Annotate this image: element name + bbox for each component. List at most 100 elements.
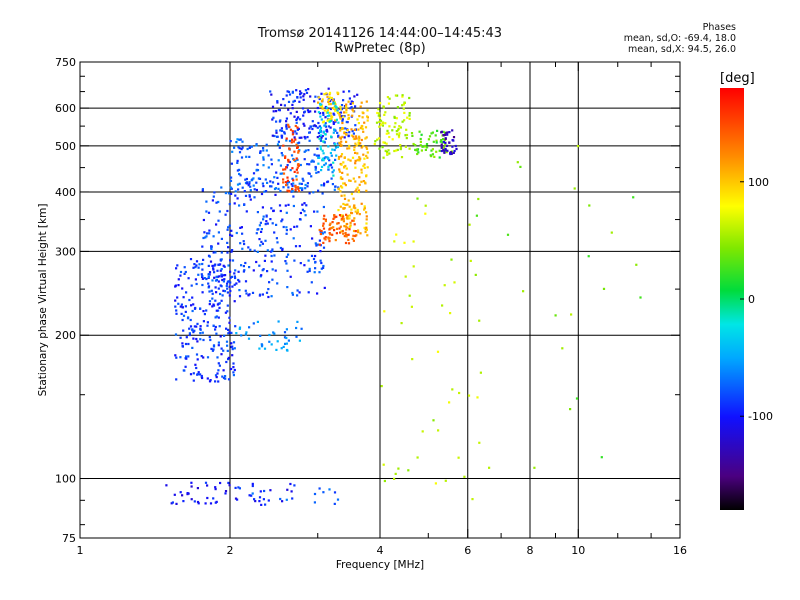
data-point <box>237 188 240 191</box>
data-point <box>245 177 248 181</box>
data-point <box>226 282 229 285</box>
data-point <box>341 177 344 180</box>
data-point <box>395 149 398 152</box>
data-point <box>212 251 215 254</box>
data-point <box>414 148 417 151</box>
data-point <box>350 134 353 137</box>
data-point <box>220 186 223 189</box>
data-point <box>410 132 414 135</box>
data-point <box>271 134 274 137</box>
data-point <box>339 105 342 108</box>
data-point <box>320 261 323 265</box>
data-point <box>318 97 321 101</box>
data-point <box>201 331 204 334</box>
data-point <box>269 218 272 221</box>
data-point <box>353 146 356 149</box>
data-point <box>232 341 236 344</box>
data-point <box>285 139 288 142</box>
data-point <box>394 472 397 475</box>
data-point <box>202 356 205 359</box>
data-point <box>219 263 222 266</box>
data-point <box>357 128 360 131</box>
data-point <box>348 205 351 208</box>
data-point <box>194 363 197 366</box>
data-point <box>243 242 246 246</box>
data-point <box>345 167 348 170</box>
data-point <box>378 147 381 150</box>
data-point <box>378 120 381 123</box>
data-point <box>289 275 292 278</box>
data-point <box>289 482 292 486</box>
data-point <box>469 259 472 262</box>
data-point <box>295 143 298 146</box>
data-point <box>448 141 451 144</box>
data-point <box>275 237 278 240</box>
data-point <box>356 212 359 215</box>
data-point <box>270 163 273 166</box>
data-point <box>237 486 240 489</box>
data-point <box>387 102 390 105</box>
data-point <box>365 228 368 231</box>
data-point <box>322 140 325 143</box>
data-point <box>185 336 188 339</box>
data-point <box>331 221 334 224</box>
data-point <box>272 116 275 119</box>
x-axis-label: Frequency [MHz] <box>336 559 424 571</box>
data-point <box>184 270 187 274</box>
data-point <box>238 151 242 154</box>
data-point <box>362 180 365 183</box>
data-point <box>217 287 220 290</box>
data-point <box>275 120 278 123</box>
data-point <box>365 136 368 139</box>
data-point <box>222 289 225 292</box>
data-point <box>378 125 381 128</box>
data-point <box>332 99 335 102</box>
data-point <box>344 203 347 206</box>
data-point <box>267 499 270 502</box>
data-point <box>359 157 362 160</box>
data-point <box>203 277 206 280</box>
data-point <box>271 181 275 184</box>
data-point <box>320 165 324 168</box>
data-point <box>284 181 287 184</box>
data-point <box>299 163 302 167</box>
data-point <box>446 149 449 152</box>
data-point <box>313 100 316 103</box>
data-point <box>256 320 259 323</box>
data-point <box>366 109 369 112</box>
data-point <box>269 185 272 188</box>
data-point <box>197 273 200 276</box>
data-point <box>348 147 351 150</box>
data-point <box>334 109 337 112</box>
data-point <box>635 263 638 266</box>
data-point <box>286 269 289 272</box>
data-point <box>339 108 342 111</box>
data-point <box>305 204 308 207</box>
data-point <box>362 145 365 148</box>
data-point <box>477 197 480 201</box>
data-point <box>322 152 325 155</box>
data-point <box>297 186 300 189</box>
data-point <box>266 222 269 225</box>
data-point <box>366 115 369 118</box>
data-point <box>226 228 229 231</box>
data-point <box>311 127 314 131</box>
data-point <box>354 190 357 193</box>
data-point <box>211 292 214 295</box>
data-point <box>205 200 208 203</box>
data-point <box>291 138 294 141</box>
data-point <box>350 192 353 196</box>
data-point <box>242 240 245 243</box>
data-point <box>320 105 323 108</box>
data-point <box>440 139 443 142</box>
data-point <box>206 377 209 380</box>
data-point <box>248 155 251 158</box>
data-point <box>282 168 285 171</box>
data-point <box>215 309 218 312</box>
data-point <box>281 248 284 251</box>
data-point <box>300 327 303 330</box>
data-point <box>340 140 343 143</box>
data-point <box>430 149 433 152</box>
data-point <box>354 210 357 213</box>
data-point <box>346 173 349 176</box>
